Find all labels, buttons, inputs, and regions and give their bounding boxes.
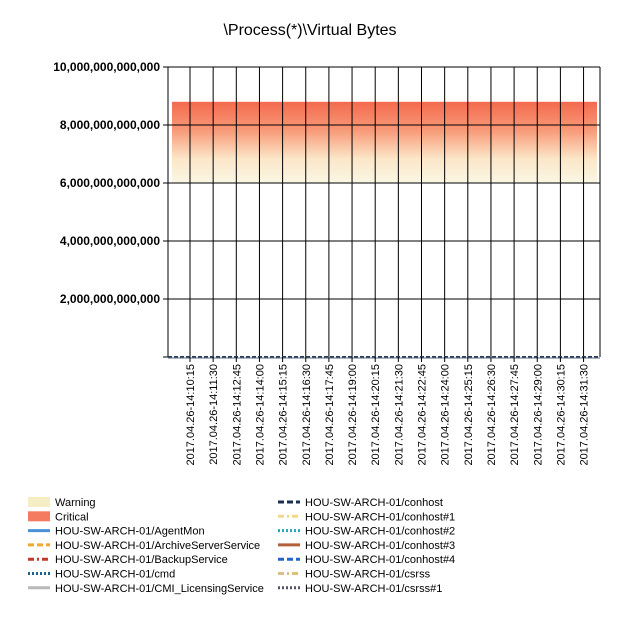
legend-item: HOU-SW-ARCH-01/cmd: [28, 569, 175, 581]
y-tick-label: 8,000,000,000,000: [60, 118, 160, 132]
legend: Warning Critical HOU-SW-ARCH-01/AgentMon HO…: [28, 497, 455, 595]
legend-swatch: [28, 511, 50, 522]
y-tick-label: 10,000,000,000,000: [53, 60, 160, 74]
legend-label: HOU-SW-ARCH-01/conhost#2: [305, 526, 455, 538]
legend-label: HOU-SW-ARCH-01/csrss: [305, 569, 431, 581]
legend-item: HOU-SW-ARCH-01/conhost#2: [278, 526, 455, 538]
legend-label: Critical: [55, 511, 89, 523]
x-tick-label: 2017.04.26-14:22:45: [417, 364, 429, 466]
legend-item: HOU-SW-ARCH-01/conhost: [278, 497, 443, 509]
x-tick-label: 2017.04.26-14:26:30: [486, 364, 498, 466]
plot-area: [167, 66, 601, 359]
legend-item: HOU-SW-ARCH-01/AgentMon: [28, 526, 205, 538]
x-tick-label: 2017.04.26-14:24:00: [440, 364, 452, 466]
legend-item: HOU-SW-ARCH-01/conhost#1: [278, 511, 455, 523]
x-tick-label: 2017.04.26-14:17:45: [324, 364, 336, 466]
legend-item: HOU-SW-ARCH-01/conhost#4: [278, 554, 455, 566]
x-tick-label: 2017.04.26-14:14:00: [254, 364, 266, 466]
x-tick-label: 2017.04.26-14:11:30: [208, 364, 220, 465]
legend-label: HOU-SW-ARCH-01/csrss#1: [305, 583, 442, 595]
legend-label: HOU-SW-ARCH-01/conhost#3: [305, 540, 455, 552]
legend-item: Warning: [28, 497, 96, 509]
x-tick-label: 2017.04.26-14:15:15: [278, 364, 290, 466]
legend-swatch: [28, 497, 50, 507]
y-tick-label: 4,000,000,000,000: [60, 234, 160, 248]
x-tick-label: 2017.04.26-14:29:00: [532, 364, 544, 466]
x-tick-label: 2017.04.26-14:30:15: [555, 364, 567, 466]
x-tick-label: 2017.04.26-14:31:30: [579, 364, 591, 466]
legend-label: HOU-SW-ARCH-01/CMI_LicensingService: [55, 583, 264, 595]
legend-label: HOU-SW-ARCH-01/conhost#4: [305, 554, 455, 566]
x-tick-label: 2017.04.26-14:19:00: [347, 364, 359, 466]
threshold-band: [172, 101, 597, 183]
legend-item: HOU-SW-ARCH-01/CMI_LicensingService: [28, 583, 264, 595]
legend-item: HOU-SW-ARCH-01/BackupService: [28, 554, 228, 566]
chart-title: \Process(*)\Virtual Bytes: [223, 22, 396, 39]
x-tick-label: 2017.04.26-14:21:30: [393, 364, 405, 466]
legend-item: HOU-SW-ARCH-01/csrss#1: [278, 583, 442, 595]
legend-label: HOU-SW-ARCH-01/conhost#1: [305, 511, 455, 523]
y-tick-label: 6,000,000,000,000: [60, 176, 160, 190]
legend-label: HOU-SW-ARCH-01/ArchiveServerService: [55, 540, 260, 552]
x-tick-label: 2017.04.26-14:27:45: [509, 364, 521, 466]
x-tick-label: 2017.04.26-14:20:15: [370, 364, 382, 466]
y-tick-label: 2,000,000,000,000: [60, 292, 160, 306]
legend-label: Warning: [55, 497, 96, 509]
legend-label: HOU-SW-ARCH-01/AgentMon: [55, 526, 205, 538]
legend-item: HOU-SW-ARCH-01/conhost#3: [278, 540, 455, 552]
x-axis: 2017.04.26-14:10:15 2017.04.26-14:11:30 20…: [185, 357, 591, 466]
x-tick-label: 2017.04.26-14:16:30: [301, 364, 313, 466]
legend-item: HOU-SW-ARCH-01/ArchiveServerService: [28, 540, 260, 552]
legend-label: HOU-SW-ARCH-01/cmd: [55, 569, 175, 581]
x-tick-label: 2017.04.26-14:10:15: [185, 364, 197, 466]
y-axis: 2,000,000,000,000 4,000,000,000,000 6,000,…: [53, 60, 168, 358]
legend-label: HOU-SW-ARCH-01/BackupService: [55, 554, 228, 566]
legend-item: Critical: [28, 511, 89, 523]
legend-label: HOU-SW-ARCH-01/conhost: [305, 497, 443, 509]
legend-item: HOU-SW-ARCH-01/csrss: [278, 569, 431, 581]
x-tick-label: 2017.04.26-14:12:45: [231, 364, 243, 466]
x-tick-label: 2017.04.26-14:25:15: [463, 364, 475, 466]
